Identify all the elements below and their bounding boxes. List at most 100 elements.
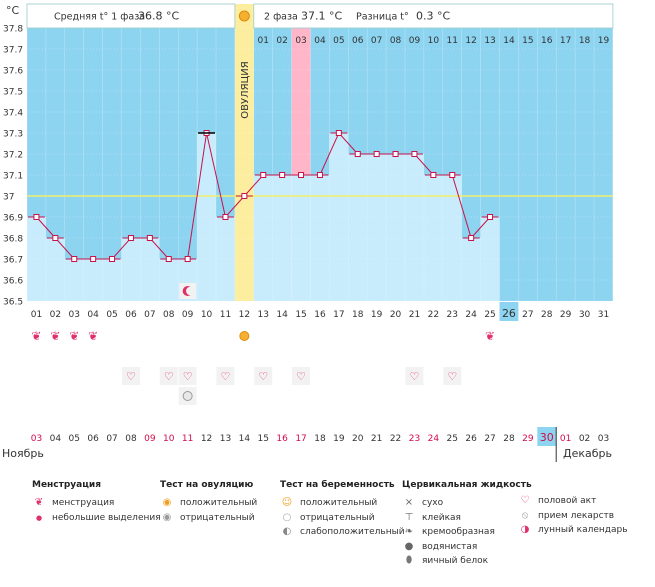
cycle-day-label: 08 xyxy=(163,310,175,320)
creamy-icon: ❧ xyxy=(404,526,414,537)
temp-bar xyxy=(140,238,160,301)
legend-item: небольшие выделения xyxy=(52,512,161,523)
phase2-day-label: 12 xyxy=(465,36,476,46)
temp-point[interactable] xyxy=(430,172,437,178)
cycle-day-label: 09 xyxy=(182,310,194,320)
temp-point[interactable] xyxy=(241,193,248,199)
temp-point[interactable] xyxy=(71,256,78,262)
y-tick-label: 36.8 xyxy=(3,235,23,245)
cycle-day-label: 22 xyxy=(428,310,439,320)
date-label: 06 xyxy=(87,434,99,444)
temp-point[interactable] xyxy=(316,172,323,178)
cycle-day-label: 11 xyxy=(220,310,231,320)
date-label: 12 xyxy=(201,434,212,444)
y-axis-unit: °C xyxy=(6,4,20,17)
diff-label: Разница t° xyxy=(356,12,409,23)
temp-bar xyxy=(367,154,387,301)
temp-point[interactable] xyxy=(222,214,229,220)
date-label: 26 xyxy=(465,434,477,444)
cycle-day-label: 26 xyxy=(502,307,516,320)
cycle-day-label: 14 xyxy=(276,310,288,320)
legend-title: Цервикальная жидкость xyxy=(402,480,532,490)
temp-point[interactable] xyxy=(335,130,342,136)
legend-item: лунный календарь xyxy=(538,525,628,535)
temp-bar xyxy=(291,175,311,301)
phase2-day-label: 14 xyxy=(503,36,515,46)
small-drop-icon: ● xyxy=(35,513,43,522)
phase2-value: 37.1 °C xyxy=(301,10,342,23)
legend-item: яичный белок xyxy=(422,556,489,566)
heart-icon: ♡ xyxy=(447,370,457,383)
date-label: 22 xyxy=(390,434,401,444)
cycle-day-label: 06 xyxy=(125,310,137,320)
date-label: 24 xyxy=(428,434,440,444)
date-label: 09 xyxy=(144,434,156,444)
temp-point[interactable] xyxy=(165,256,172,262)
menstruation-icon: ❦ xyxy=(31,329,41,343)
date-label: 23 xyxy=(409,434,420,444)
preg-negative-icon: ○ xyxy=(282,511,292,523)
symbol-cell-bg xyxy=(254,367,273,385)
temp-point[interactable] xyxy=(127,235,134,241)
temp-point[interactable] xyxy=(373,151,380,157)
cycle-day-label: 15 xyxy=(295,310,306,320)
temp-point[interactable] xyxy=(184,256,191,262)
y-tick-label: 37.4 xyxy=(3,109,23,119)
temp-bar xyxy=(348,154,368,301)
temp-bar xyxy=(64,259,84,301)
sun-negative-icon: ◉ xyxy=(162,511,172,523)
heart-icon: ♡ xyxy=(520,495,530,506)
heart-icon: ♡ xyxy=(258,370,268,383)
ovulation-label: ОВУЛЯЦИЯ xyxy=(240,61,251,119)
temp-point[interactable] xyxy=(52,235,59,241)
pill-icon xyxy=(182,391,193,401)
heart-icon: ♡ xyxy=(164,370,174,383)
cycle-day-label: 04 xyxy=(87,310,99,320)
temp-point[interactable] xyxy=(487,214,494,220)
phase2-day-label: 02 xyxy=(276,36,287,46)
temp-point[interactable] xyxy=(298,172,305,178)
cycle-day-label: 10 xyxy=(201,310,213,320)
date-label: 08 xyxy=(125,434,137,444)
phase2-day-label: 07 xyxy=(371,36,382,46)
y-tick-label: 37.8 xyxy=(3,25,23,35)
temp-point[interactable] xyxy=(468,235,475,241)
date-label: 14 xyxy=(239,434,251,444)
symbol-cell-bg xyxy=(292,367,310,385)
diff-value: 0.3 °C xyxy=(416,10,450,23)
temp-point[interactable] xyxy=(90,256,97,262)
moon-icon-mask xyxy=(186,286,195,296)
cycle-day-label: 12 xyxy=(239,310,250,320)
cycle-day-label: 16 xyxy=(314,310,326,320)
legend-item: слабоположительный xyxy=(300,527,405,537)
cycle-day-label: 23 xyxy=(447,310,458,320)
temp-point[interactable] xyxy=(109,256,116,262)
temp-point[interactable] xyxy=(279,172,286,178)
month-label-november: Ноябрь xyxy=(2,447,44,460)
date-label: 28 xyxy=(503,434,515,444)
avg-phase1-value: 36.8 °C xyxy=(138,10,179,23)
symbol-cell-bg xyxy=(159,367,178,385)
date-label: 07 xyxy=(106,434,117,444)
temp-point[interactable] xyxy=(411,151,418,157)
date-label: 03 xyxy=(598,434,609,444)
date-label: 17 xyxy=(295,434,306,444)
temp-point[interactable] xyxy=(146,235,153,241)
phase2-day-label: 09 xyxy=(409,36,421,46)
temp-point[interactable] xyxy=(354,151,361,157)
legend-item: положительный xyxy=(300,498,378,508)
cycle-day-label: 30 xyxy=(579,310,591,320)
date-label: 30 xyxy=(540,431,554,444)
legend-item: сухо xyxy=(422,498,444,508)
temp-point[interactable] xyxy=(33,214,40,220)
y-tick-label: 37.5 xyxy=(3,88,23,98)
temp-point[interactable] xyxy=(449,172,456,178)
sun-positive-icon: ◉ xyxy=(162,497,172,508)
temp-point[interactable] xyxy=(260,172,267,178)
temp-bar xyxy=(480,217,500,301)
cycle-day-label: 21 xyxy=(409,310,420,320)
temp-bar xyxy=(442,175,462,301)
phase2-day-label: 08 xyxy=(390,36,402,46)
legend-title: Тест на беременность xyxy=(280,480,395,490)
temp-point[interactable] xyxy=(392,151,399,157)
